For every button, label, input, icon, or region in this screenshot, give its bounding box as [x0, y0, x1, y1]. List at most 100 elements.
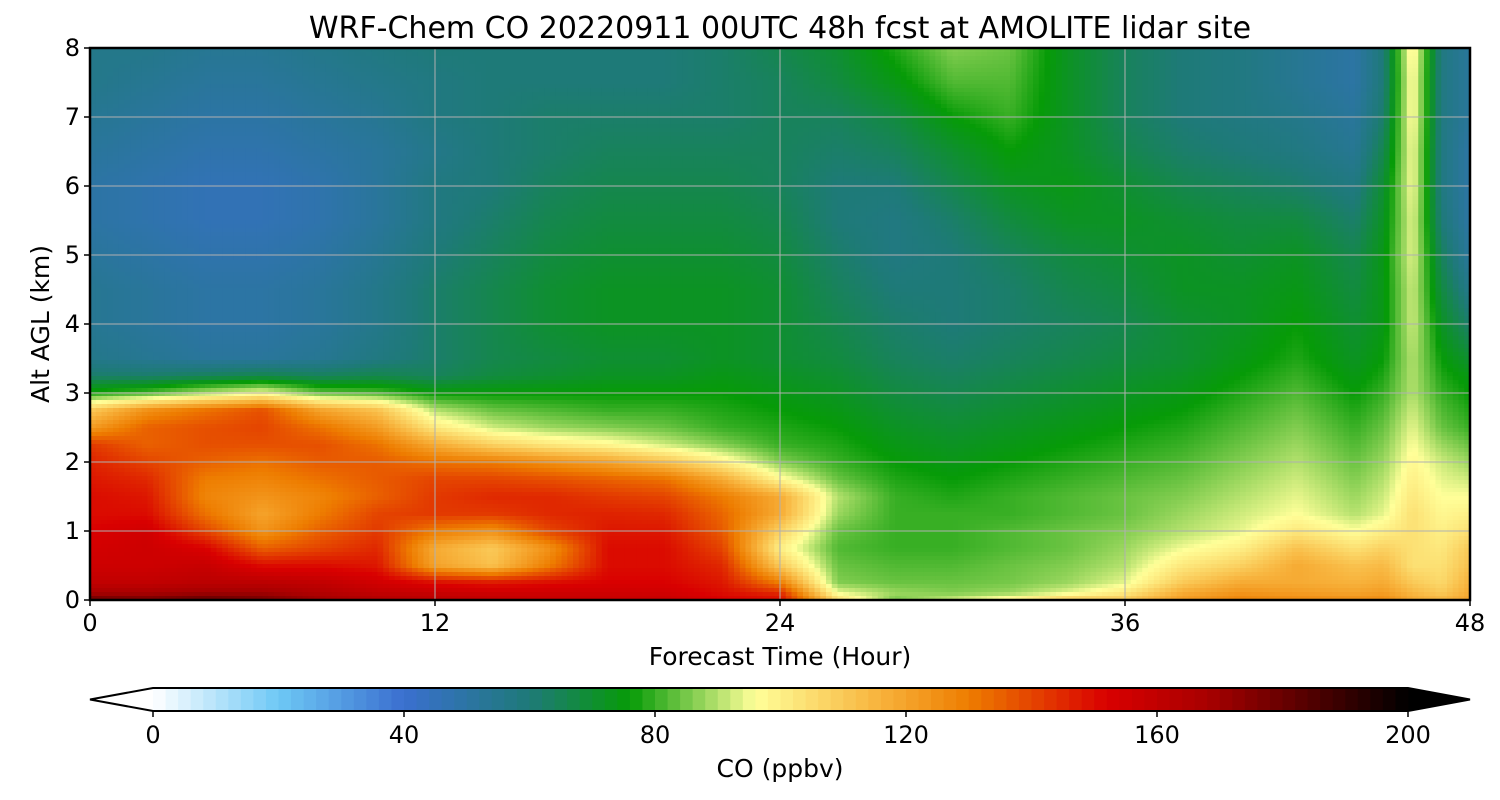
heatmap-cell [1459, 72, 1465, 77]
heatmap-cell [895, 104, 901, 109]
heatmap-cell [544, 56, 550, 61]
heatmap-cell [947, 104, 953, 109]
heatmap-cell [757, 72, 763, 77]
heatmap-cell [1280, 96, 1286, 101]
heatmap-cell [1401, 80, 1407, 85]
heatmap-cell [280, 88, 286, 93]
heatmap-cell [953, 60, 959, 65]
heatmap-cell [107, 88, 113, 93]
heatmap-cell [211, 108, 217, 113]
heatmap-cell [1188, 76, 1194, 81]
heatmap-cell [228, 64, 234, 69]
heatmap-cell [401, 100, 407, 105]
heatmap-cell [1332, 96, 1338, 101]
heatmap-cell [107, 104, 113, 109]
heatmap-cell [1010, 84, 1016, 89]
heatmap-cell [406, 108, 412, 113]
heatmap-cell [1413, 68, 1419, 73]
heatmap-cell [211, 88, 217, 93]
heatmap-cell [1114, 92, 1120, 97]
heatmap-cell [205, 120, 211, 125]
heatmap-cell [1154, 104, 1160, 109]
heatmap-cell [619, 112, 625, 117]
heatmap-cell [671, 80, 677, 85]
heatmap-cell [740, 112, 746, 117]
heatmap-cell [107, 96, 113, 101]
heatmap-cell [257, 112, 263, 117]
heatmap-cell [332, 84, 338, 89]
heatmap-cell [1418, 72, 1424, 77]
heatmap-cell [245, 88, 251, 93]
heatmap-cell [406, 88, 412, 93]
heatmap-cell [136, 56, 142, 61]
heatmap-cell [797, 128, 803, 133]
heatmap-cell [746, 80, 752, 85]
heatmap-cell [418, 124, 424, 129]
heatmap-cell [1401, 88, 1407, 93]
heatmap-cell [1027, 88, 1033, 93]
heatmap-cell [746, 68, 752, 73]
heatmap-cell [780, 100, 786, 105]
heatmap-cell [314, 68, 320, 73]
heatmap-cell [792, 88, 798, 93]
heatmap-cell [257, 60, 263, 65]
heatmap-cell [636, 112, 642, 117]
heatmap-cell [1367, 104, 1373, 109]
heatmap-cell [274, 64, 280, 69]
heatmap-cell [1384, 80, 1390, 85]
heatmap-cell [1286, 52, 1292, 57]
heatmap-cell [1355, 120, 1361, 125]
heatmap-cell [1378, 88, 1384, 93]
heatmap-cell [378, 112, 384, 117]
heatmap-cell [1142, 88, 1148, 93]
heatmap-cell [199, 100, 205, 105]
heatmap-cell [889, 80, 895, 85]
heatmap-cell [1068, 60, 1074, 65]
heatmap-cell [1326, 104, 1332, 109]
heatmap-cell [705, 64, 711, 69]
heatmap-cell [1194, 96, 1200, 101]
heatmap-cell [912, 120, 918, 125]
heatmap-cell [677, 88, 683, 93]
heatmap-cell [521, 104, 527, 109]
heatmap-cell [1424, 112, 1430, 117]
heatmap-cell [786, 108, 792, 113]
heatmap-cell [1200, 124, 1206, 129]
heatmap-cell [734, 56, 740, 61]
heatmap-cell [245, 120, 251, 125]
heatmap-cell [619, 76, 625, 81]
heatmap-cell [1298, 88, 1304, 93]
heatmap-cell [1223, 84, 1229, 89]
heatmap-cell [1321, 64, 1327, 69]
heatmap-cell [1395, 68, 1401, 73]
heatmap-cell [1154, 72, 1160, 77]
heatmap-cell [1286, 72, 1292, 77]
heatmap-cell [1108, 96, 1114, 101]
heatmap-cell [326, 84, 332, 89]
heatmap-cell [1073, 100, 1079, 105]
heatmap-cell [642, 128, 648, 133]
heatmap-cell [412, 64, 418, 69]
heatmap-cell [418, 68, 424, 73]
heatmap-cell [1125, 112, 1131, 117]
heatmap-cell [912, 104, 918, 109]
heatmap-cell [194, 64, 200, 69]
heatmap-cell [332, 60, 338, 65]
heatmap-cell [1349, 108, 1355, 113]
heatmap-cell [976, 76, 982, 81]
heatmap-cell [406, 56, 412, 61]
heatmap-cell [130, 60, 136, 65]
heatmap-cell [953, 72, 959, 77]
heatmap-cell [976, 120, 982, 125]
heatmap-cell [251, 124, 257, 129]
heatmap-cell [1407, 76, 1413, 81]
heatmap-cell [717, 96, 723, 101]
heatmap-cell [596, 76, 602, 81]
heatmap-cell [1349, 76, 1355, 81]
heatmap-cell [516, 76, 522, 81]
heatmap-cell [245, 104, 251, 109]
heatmap-cell [96, 92, 102, 97]
heatmap-cell [631, 84, 637, 89]
heatmap-cell [458, 56, 464, 61]
heatmap-cell [159, 124, 165, 129]
